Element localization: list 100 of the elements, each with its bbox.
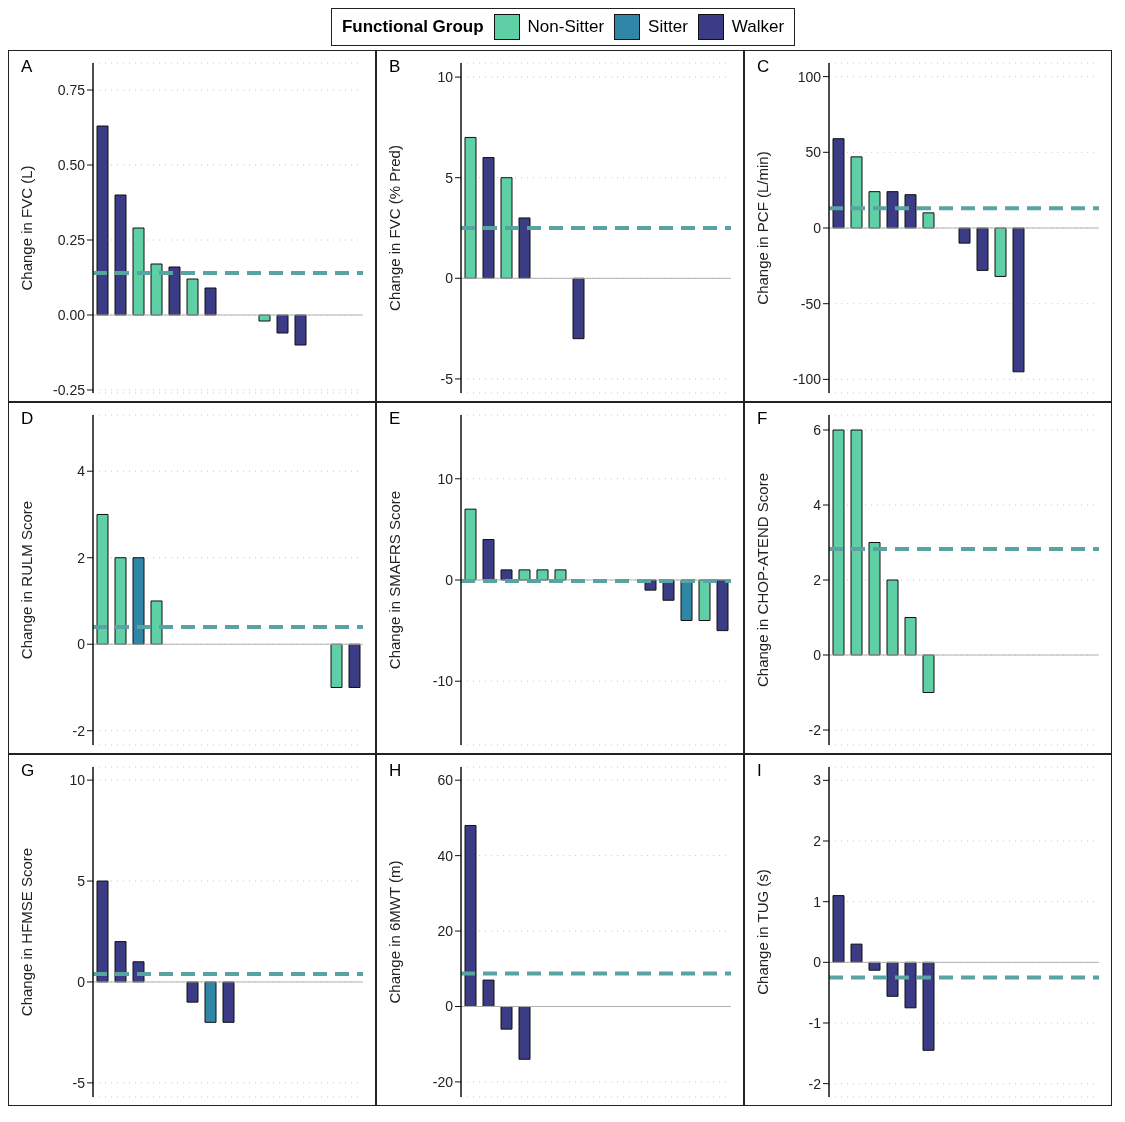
y-tick-label: 0: [813, 954, 822, 971]
bar: [886, 579, 899, 656]
legend-label: Sitter: [648, 17, 688, 37]
y-tick-label: -1: [808, 1014, 822, 1031]
y-axis-title: Change in RULM Score: [18, 500, 36, 660]
bar: [572, 277, 585, 340]
y-tick-label: 40: [437, 847, 454, 864]
bar: [958, 227, 971, 244]
y-tick-label: -2: [808, 1075, 822, 1092]
bar: [886, 961, 899, 997]
y-tick-label: 4: [77, 463, 86, 480]
bar: [716, 579, 729, 632]
y-tick-label: -100: [792, 371, 822, 388]
bar: [330, 643, 343, 688]
y-tick-label: 20: [437, 923, 454, 940]
bar: [850, 429, 863, 656]
bar: [276, 314, 289, 334]
y-tick-label: 0: [445, 998, 454, 1015]
bar: [554, 569, 567, 581]
bar: [482, 157, 495, 279]
bar: [832, 138, 845, 229]
bar: [114, 557, 127, 645]
bar: [186, 278, 199, 316]
y-tick-label: 0: [77, 973, 86, 990]
y-tick-label: -2: [808, 721, 822, 738]
y-tick-label: 0.75: [57, 81, 86, 98]
bar: [850, 943, 863, 963]
y-tick-label: 0: [445, 270, 454, 287]
y-tick-label: 4: [813, 496, 822, 513]
y-tick-label: -5: [440, 370, 454, 387]
bar: [850, 156, 863, 229]
y-axis-title: Change in PCF (L/min): [754, 151, 772, 305]
legend-title: Functional Group: [341, 17, 484, 37]
y-tick-label: 3: [813, 772, 822, 789]
y-tick-label: 2: [77, 549, 86, 566]
bar: [868, 542, 881, 656]
y-tick-label: 0: [813, 219, 822, 236]
bar: [976, 227, 989, 271]
legend-label: Non-Sitter: [527, 17, 605, 37]
bar: [464, 508, 477, 581]
y-tick-label: 50: [805, 144, 822, 161]
y-axis-title: Change in TUG (s): [754, 869, 772, 995]
bar: [348, 643, 361, 688]
y-tick-label: 60: [437, 772, 454, 789]
bar: [904, 194, 917, 229]
legend-label: Walker: [731, 17, 785, 37]
bar: [132, 557, 145, 645]
chart-title: H: [389, 761, 402, 781]
bar: [518, 1005, 531, 1060]
y-axis-title: Change in FVC (L): [18, 165, 36, 291]
y-axis-title: Change in CHOP-ATEND Score: [754, 473, 772, 687]
y-tick-label: 6: [813, 421, 822, 438]
bar: [294, 314, 307, 346]
y-axis-title: Change in FVC (% Pred): [386, 145, 404, 311]
bar: [482, 539, 495, 581]
chart-title: I: [757, 761, 762, 781]
y-tick-label: 2: [813, 571, 822, 588]
bar: [518, 569, 531, 581]
bar: [464, 824, 477, 1007]
bar: [1012, 227, 1025, 373]
bar: [500, 569, 513, 581]
chart-title: E: [389, 409, 401, 429]
y-tick-label: 0.00: [57, 306, 86, 323]
bar: [150, 263, 163, 316]
bar: [132, 227, 145, 316]
y-tick-label: 100: [797, 68, 822, 85]
bar: [186, 981, 199, 1003]
bar: [922, 212, 935, 229]
bar: [96, 880, 109, 983]
y-tick-label: -2: [72, 722, 86, 739]
y-tick-label: 5: [77, 873, 86, 890]
bar: [150, 600, 163, 645]
bar: [464, 136, 477, 279]
bar: [96, 513, 109, 645]
y-tick-label: 1: [813, 893, 822, 910]
bar: [922, 654, 935, 693]
bar: [904, 961, 917, 1009]
y-axis-title: Change in HFMSE Score: [18, 847, 36, 1017]
y-tick-label: 10: [69, 772, 86, 789]
chart-title: G: [21, 761, 35, 781]
bar: [204, 287, 217, 316]
y-tick-label: 0: [445, 571, 454, 588]
chart-title: C: [757, 57, 770, 77]
bar: [832, 429, 845, 656]
bar: [168, 266, 181, 316]
y-tick-label: 10: [437, 69, 454, 86]
y-tick-label: 5: [445, 169, 454, 186]
chart-title: A: [21, 57, 33, 77]
bar: [994, 227, 1007, 277]
y-tick-label: 0: [813, 646, 822, 663]
bar: [500, 1005, 513, 1030]
bar: [204, 981, 217, 1023]
bar: [482, 979, 495, 1007]
y-tick-label: -5: [72, 1074, 86, 1091]
bar: [904, 617, 917, 656]
bar: [114, 194, 127, 316]
bar: [832, 895, 845, 963]
y-tick-label: -20: [432, 1073, 454, 1090]
bar: [868, 191, 881, 229]
y-axis-title: Change in SMAFRS Score: [386, 490, 404, 670]
